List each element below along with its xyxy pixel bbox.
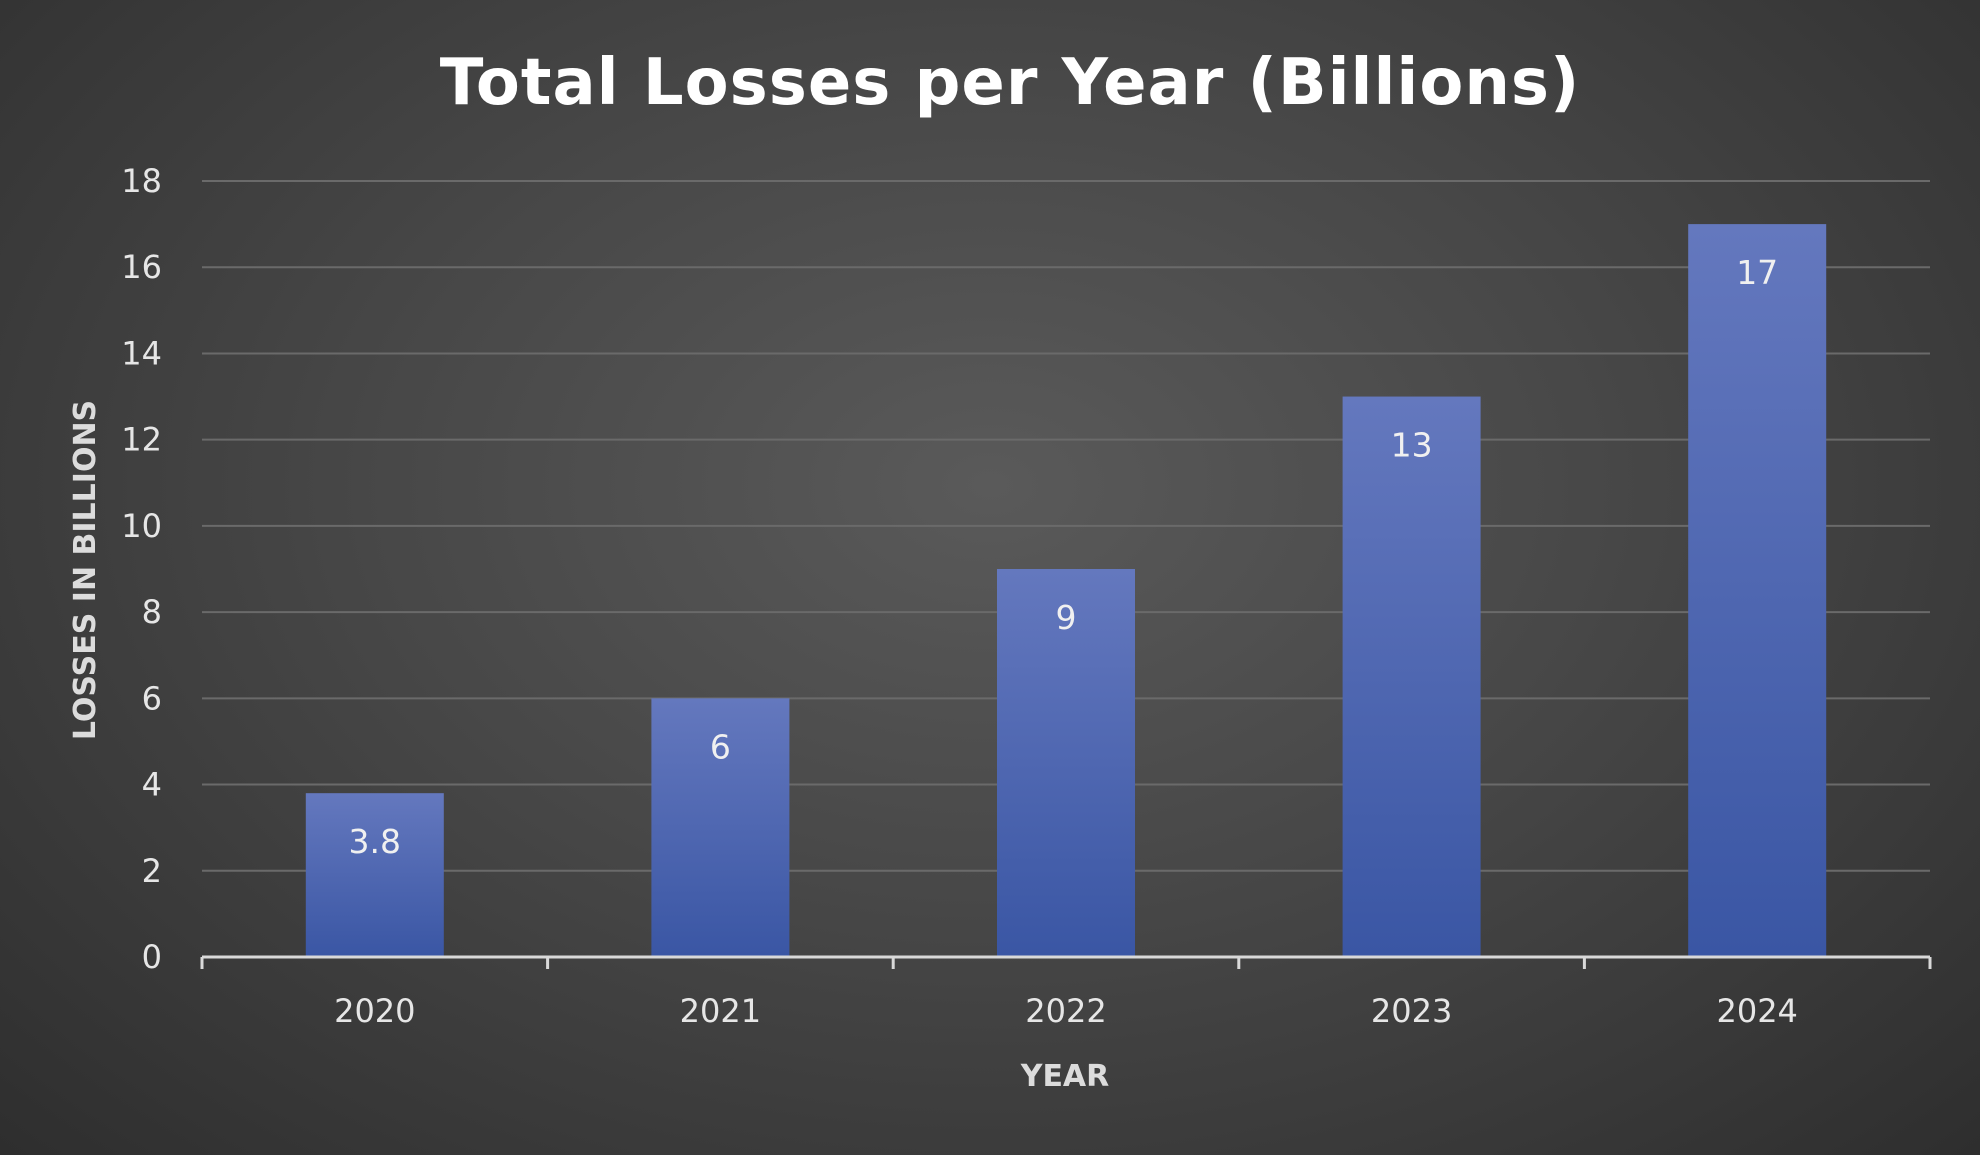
y-tick-label: 8 xyxy=(142,593,162,631)
bar-2023 xyxy=(1342,396,1481,957)
y-tick-label: 12 xyxy=(121,421,162,459)
bar-2020 xyxy=(305,793,444,957)
data-labels: 3.8 6 9 13 17 xyxy=(349,253,1779,861)
y-axis-ticks: 0 2 4 6 8 10 12 14 16 18 xyxy=(121,162,162,976)
y-tick-label: 2 xyxy=(142,852,162,890)
bar-2022 xyxy=(997,569,1135,957)
data-label-2020: 3.8 xyxy=(349,822,401,861)
gridlines xyxy=(202,180,1930,872)
x-axis-title: YEAR xyxy=(1020,1059,1110,1094)
x-tick-label: 2022 xyxy=(1025,992,1106,1030)
bar-2021 xyxy=(651,698,790,957)
y-tick-label: 18 xyxy=(121,162,162,200)
y-tick-label: 0 xyxy=(142,938,162,976)
data-label-2023: 13 xyxy=(1391,426,1433,465)
y-tick-label: 6 xyxy=(142,679,162,717)
y-tick-label: 16 xyxy=(121,248,162,286)
data-label-2022: 9 xyxy=(1056,598,1077,637)
y-tick-label: 4 xyxy=(142,766,162,804)
y-tick-label: 14 xyxy=(121,334,162,372)
y-tick-label: 10 xyxy=(121,507,162,545)
x-tick-label: 2023 xyxy=(1371,992,1452,1030)
data-label-2024: 17 xyxy=(1736,253,1778,292)
x-tick-label: 2024 xyxy=(1716,992,1797,1030)
bars xyxy=(305,224,1827,958)
x-tick-label: 2020 xyxy=(334,992,415,1030)
x-axis-ticks: 2020 2021 2022 2023 2024 xyxy=(334,992,1798,1030)
x-tick-label: 2021 xyxy=(680,992,761,1030)
chart-title: Total Losses per Year (Billions) xyxy=(440,46,1580,120)
bar-2024 xyxy=(1688,224,1827,958)
y-axis-title: LOSSES IN BILLIONS xyxy=(68,400,103,740)
x-axis xyxy=(200,955,1932,969)
data-label-2021: 6 xyxy=(710,727,731,766)
